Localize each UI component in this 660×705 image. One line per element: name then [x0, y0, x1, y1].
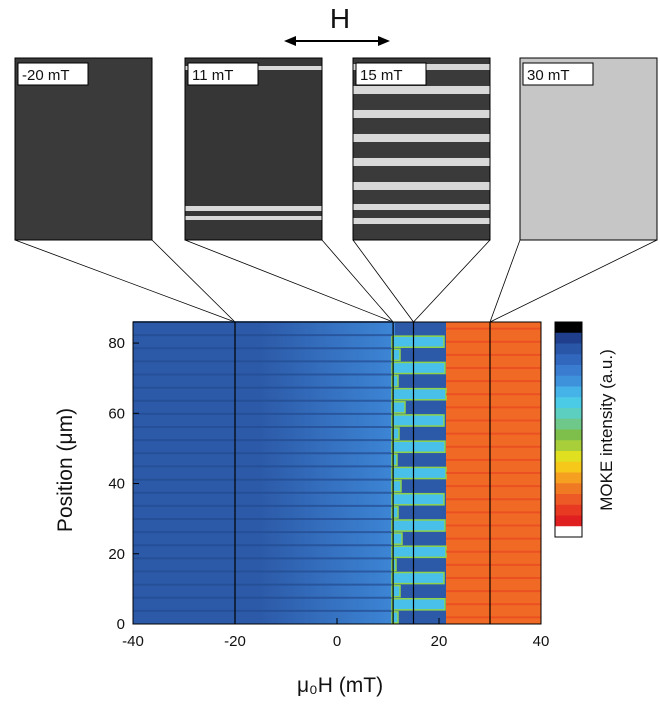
x-tick-label: 0: [333, 633, 341, 650]
thumbnail-label: 11 mT: [192, 67, 233, 84]
heatmap-region: [391, 571, 445, 585]
connector: [321, 239, 394, 323]
thumbnail-stripe: [185, 206, 322, 211]
colorbar-swatch: [555, 322, 582, 334]
colorbar-swatch: [555, 526, 582, 538]
heatmap-region: [391, 597, 446, 611]
connector: [352, 239, 414, 323]
heatmap-region: [391, 479, 402, 493]
heatmap-region: [391, 414, 445, 427]
thumbnail-label-box: [355, 62, 427, 86]
thumbnail-stripe: [353, 134, 490, 142]
heatmap-region: [391, 440, 446, 454]
heatmap-region: [391, 519, 446, 532]
thumbnail-stripe: [353, 218, 490, 224]
thumbnail-stripe: [353, 158, 490, 166]
thumbnail-frame: [519, 57, 658, 241]
plot: -40 -20 0 20 40 0 20 40 60 80: [108, 321, 583, 650]
thumbnail-label: 15 mT: [360, 67, 403, 84]
thumbnails: -20 mT 11 mT 15 mT 30 mT: [14, 57, 658, 323]
heatmap-region: [391, 453, 398, 467]
thumbnail-label: -20 mT: [22, 67, 70, 84]
colorbar-swatch: [555, 354, 582, 366]
thumbnail-stripe: [353, 204, 490, 210]
colorbar-swatch: [555, 375, 582, 387]
y-tick-label: 80: [108, 335, 125, 352]
thumbnail-image: [520, 58, 657, 240]
colorbar-swatch: [555, 440, 582, 452]
connector: [14, 239, 236, 323]
colorbar-swatch: [555, 504, 582, 516]
heatmap-region: [391, 584, 401, 598]
thumbnail-stripe: [353, 86, 490, 94]
y-tick-label: 40: [108, 476, 125, 493]
colorbar-swatch: [555, 332, 582, 344]
connector: [413, 239, 491, 323]
heatmap-region: [391, 387, 447, 401]
thumbnail-frame: [184, 57, 323, 241]
thumbnail-stripe: [353, 110, 490, 118]
heatmap-region: [391, 361, 446, 375]
thumbnail-label-box: [187, 62, 259, 86]
thumbnail-frame: [14, 57, 153, 241]
heatmap-region: [391, 492, 445, 506]
thumbnail-stripe: [185, 216, 322, 220]
heatmap-region: [391, 335, 445, 349]
colorbar-swatch: [555, 472, 582, 484]
heatmap-region: [391, 545, 447, 559]
heatmap-region: [391, 427, 400, 440]
heatmap-region: [260, 322, 395, 624]
x-tick-label: -20: [224, 633, 246, 650]
thumbnail-label-box: [17, 62, 89, 86]
thumbnail-stripe: [353, 182, 490, 190]
colorbar-swatch: [555, 429, 582, 441]
colorbar-swatch: [555, 386, 582, 398]
y-axis-label: Position (μm): [54, 408, 77, 532]
heatmap-region: [391, 532, 403, 545]
y-tick-label: 20: [108, 546, 125, 563]
connector: [184, 239, 394, 323]
connector: [489, 239, 658, 323]
thumbnail-label-box: [522, 62, 594, 86]
heatmap-region: [391, 348, 401, 362]
thumbnail-label: 30 mT: [527, 67, 570, 84]
x-axis-label: μ₀H (mT): [297, 674, 383, 697]
colorbar-swatch: [555, 408, 582, 420]
field-arrow: [284, 36, 390, 46]
colorbar-swatch: [555, 397, 582, 409]
y-tick-label: 0: [117, 616, 125, 633]
connector: [489, 239, 521, 323]
heatmap-region: [391, 611, 399, 624]
y-tick-label: 60: [108, 405, 125, 422]
field-label: H: [330, 3, 350, 34]
heatmap-region: [391, 558, 397, 572]
colorbar-swatch: [555, 483, 582, 495]
colorbar-swatch: [555, 451, 582, 463]
connector: [151, 239, 236, 323]
colorbar-swatch: [555, 343, 582, 355]
thumbnail-image: [15, 58, 152, 240]
heatmap-region: [391, 401, 406, 414]
colorbar-frame: [554, 321, 583, 538]
colorbar-label: MOKE intensity (a.u.): [597, 349, 616, 511]
colorbar-swatch: [555, 365, 582, 377]
x-tick-label: -40: [122, 633, 144, 650]
colorbar-swatch: [555, 418, 582, 430]
x-tick-label: 40: [533, 633, 550, 650]
colorbar-swatch: [555, 494, 582, 506]
colorbar-swatch: [555, 515, 582, 527]
colorbar-swatch: [555, 461, 582, 473]
thumbnail-frame: [352, 57, 491, 241]
heatmap-region: [391, 506, 399, 519]
heatmap-region: [391, 374, 399, 388]
heatmap-region: [391, 466, 447, 480]
x-tick-label: 20: [431, 633, 448, 650]
